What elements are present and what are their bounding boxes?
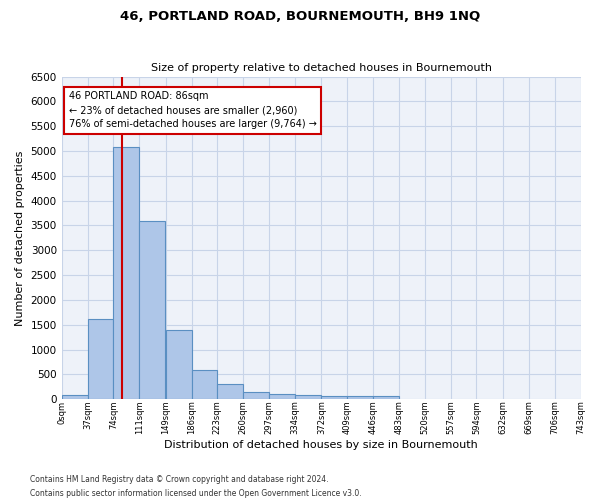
- Text: 46, PORTLAND ROAD, BOURNEMOUTH, BH9 1NQ: 46, PORTLAND ROAD, BOURNEMOUTH, BH9 1NQ: [120, 10, 480, 23]
- Bar: [295, 395, 321, 399]
- Bar: [322, 396, 347, 399]
- Title: Size of property relative to detached houses in Bournemouth: Size of property relative to detached ho…: [151, 63, 491, 73]
- Bar: [166, 330, 191, 399]
- Bar: [269, 394, 295, 399]
- X-axis label: Distribution of detached houses by size in Bournemouth: Distribution of detached houses by size …: [164, 440, 478, 450]
- Bar: [217, 384, 243, 399]
- Bar: [113, 147, 139, 399]
- Bar: [191, 370, 217, 399]
- Bar: [373, 396, 399, 399]
- Text: 46 PORTLAND ROAD: 86sqm
← 23% of detached houses are smaller (2,960)
76% of semi: 46 PORTLAND ROAD: 86sqm ← 23% of detache…: [68, 92, 317, 130]
- Text: Contains HM Land Registry data © Crown copyright and database right 2024.
Contai: Contains HM Land Registry data © Crown c…: [30, 476, 362, 498]
- Bar: [88, 319, 113, 399]
- Y-axis label: Number of detached properties: Number of detached properties: [15, 150, 25, 326]
- Bar: [139, 222, 165, 399]
- Bar: [243, 392, 269, 399]
- Bar: [62, 396, 88, 399]
- Bar: [347, 396, 373, 399]
